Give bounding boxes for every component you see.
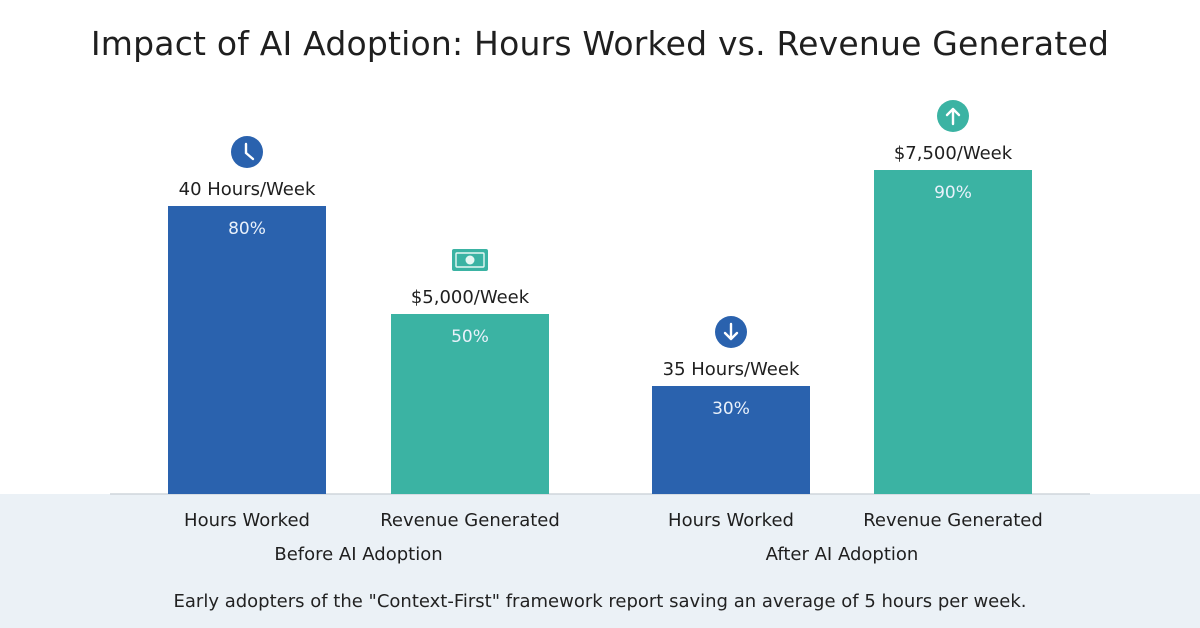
group-label-2: After AI Adoption xyxy=(766,544,919,565)
money-icon xyxy=(452,249,488,271)
arrow-down-icon xyxy=(715,316,747,348)
bar-value-label-1: 80% xyxy=(228,219,266,239)
category-label-2: Revenue Generated xyxy=(380,510,560,531)
group-label-1: Before AI Adoption xyxy=(274,544,442,565)
bar-4 xyxy=(874,170,1032,494)
bar-2 xyxy=(391,314,549,494)
arrow-up-icon xyxy=(937,100,969,132)
category-label-3: Hours Worked xyxy=(668,510,794,531)
bar-value-label-4: 90% xyxy=(934,183,972,203)
clock-icon xyxy=(231,136,263,168)
category-label-4: Revenue Generated xyxy=(863,510,1043,531)
category-label-1: Hours Worked xyxy=(184,510,310,531)
bar-top-label-1: 40 Hours/Week xyxy=(179,179,316,200)
footer-band xyxy=(0,494,1200,628)
bar-value-label-3: 30% xyxy=(712,399,750,419)
bar-1 xyxy=(168,206,326,494)
bar-top-label-2: $5,000/Week xyxy=(411,287,530,308)
chart-caption: Early adopters of the "Context-First" fr… xyxy=(173,591,1027,612)
bar-value-label-2: 50% xyxy=(451,327,489,347)
bar-top-label-4: $7,500/Week xyxy=(894,143,1013,164)
bar-top-label-3: 35 Hours/Week xyxy=(663,359,800,380)
bar-3 xyxy=(652,386,810,494)
chart-title: Impact of AI Adoption: Hours Worked vs. … xyxy=(90,24,1110,63)
